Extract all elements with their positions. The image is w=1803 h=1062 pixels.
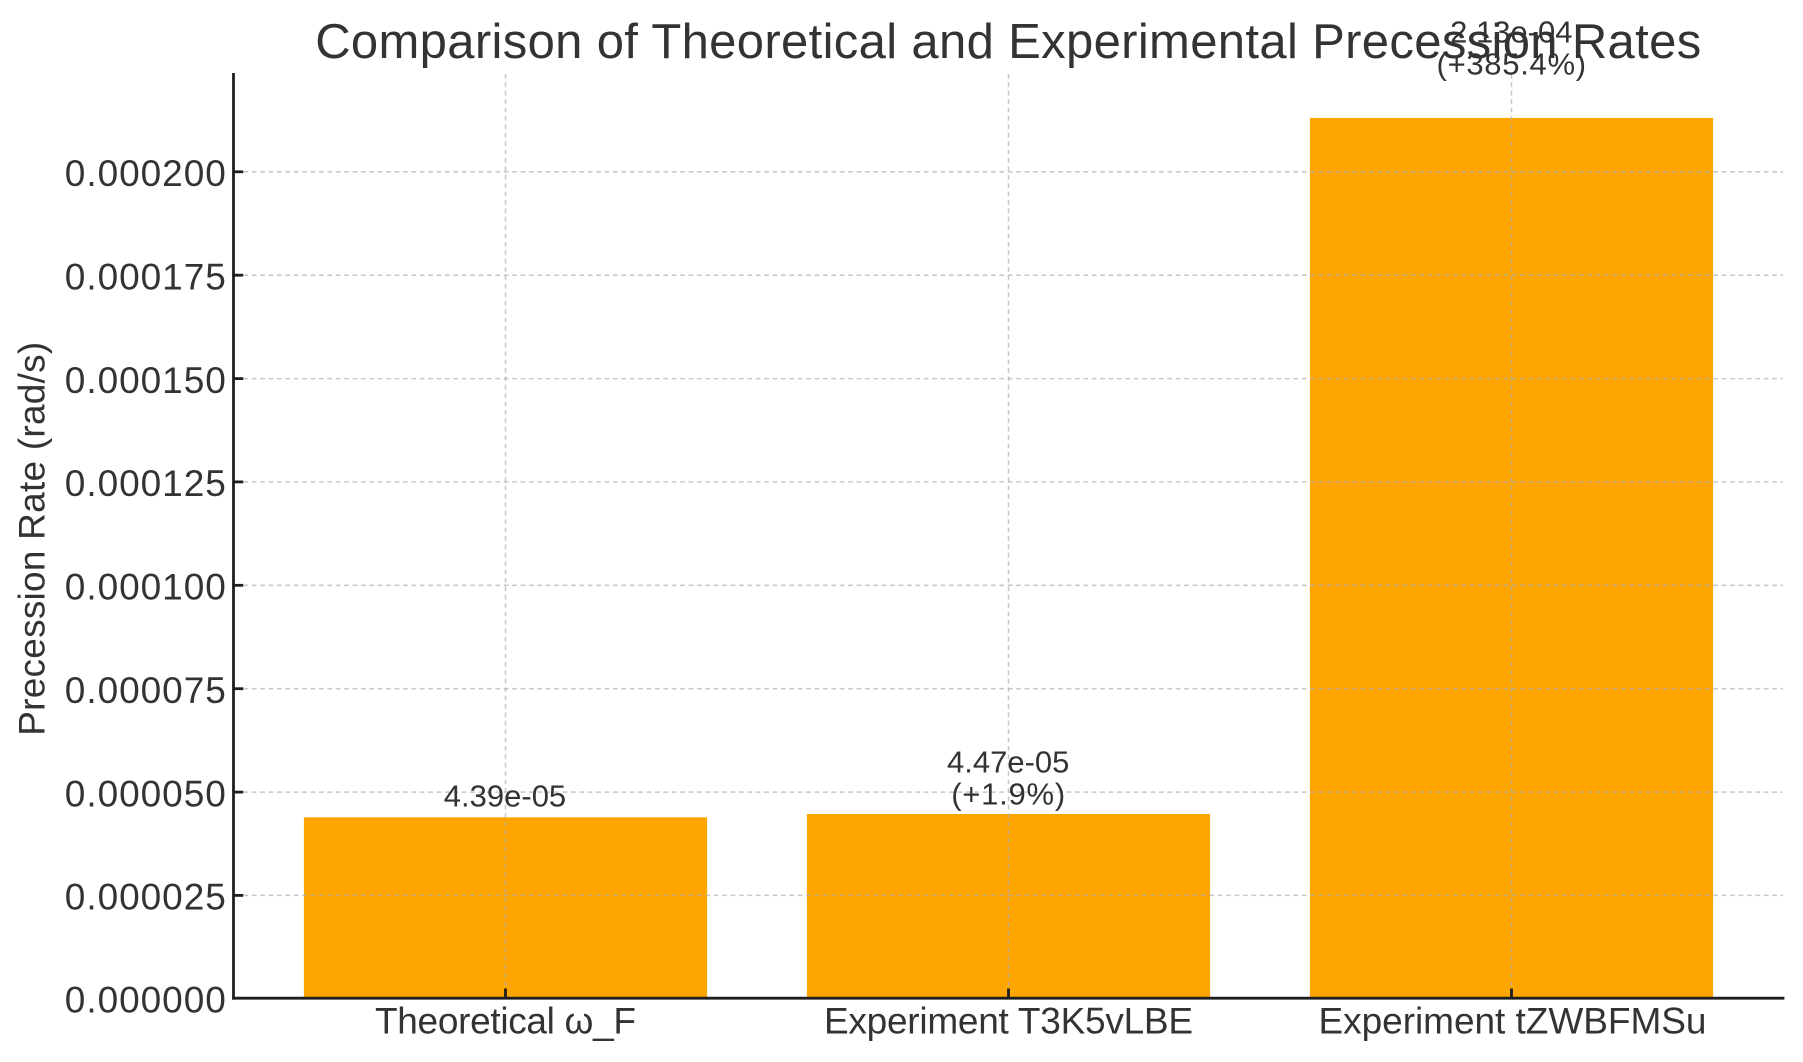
svg-text:0.000025: 0.000025 [65, 877, 226, 918]
svg-text:4.39e-05: 4.39e-05 [444, 778, 566, 813]
svg-text:2.13e-04: 2.13e-04 [1450, 15, 1572, 50]
svg-text:0.000000: 0.000000 [65, 980, 226, 1021]
svg-text:(+1.9%): (+1.9%) [951, 777, 1065, 812]
svg-text:4.47e-05: 4.47e-05 [947, 745, 1069, 780]
svg-text:0.000150: 0.000150 [65, 360, 226, 401]
svg-text:0.000200: 0.000200 [65, 153, 226, 194]
svg-text:0.000050: 0.000050 [65, 773, 226, 814]
svg-text:Precession Rate (rad/s): Precession Rate (rad/s) [12, 342, 53, 736]
svg-text:0.000175: 0.000175 [65, 257, 226, 298]
svg-text:Experiment T3K5vLBE: Experiment T3K5vLBE [824, 1001, 1193, 1042]
svg-text:0.000125: 0.000125 [65, 463, 226, 504]
svg-text:(+385.4%): (+385.4%) [1437, 46, 1587, 81]
svg-text:Comparison of Theoretical and: Comparison of Theoretical and Experiment… [315, 15, 1701, 69]
svg-text:Experiment tZWBFMSu: Experiment tZWBFMSu [1319, 1001, 1707, 1042]
svg-text:0.000075: 0.000075 [65, 670, 226, 711]
svg-text:Theoretical ω_F: Theoretical ω_F [375, 1001, 636, 1042]
svg-text:0.000100: 0.000100 [65, 567, 226, 608]
